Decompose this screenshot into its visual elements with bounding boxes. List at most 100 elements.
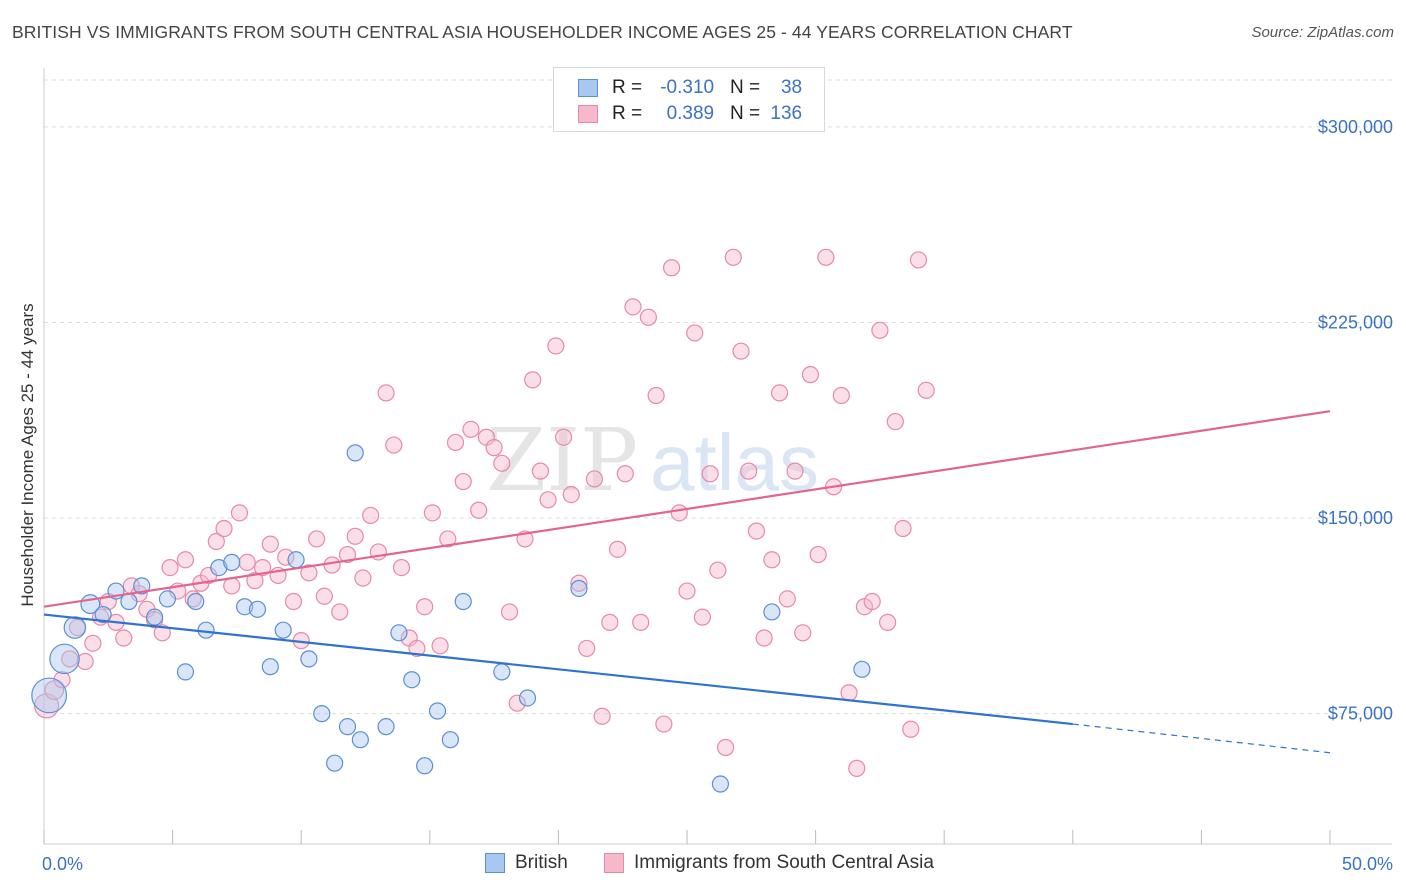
british-point: [454, 592, 472, 611]
immigrants-point: [809, 545, 827, 564]
immigrants-point: [678, 582, 696, 600]
chart-title: BRITISH VS IMMIGRANTS FROM SOUTH CENTRAL…: [12, 22, 1073, 42]
immigrants-point: [786, 462, 804, 480]
immigrants-point: [670, 504, 688, 522]
immigrants-point: [392, 559, 411, 577]
x-tick-label: 50.0%: [1342, 854, 1393, 874]
grid-lines: [44, 79, 1392, 715]
immigrants-point: [863, 592, 881, 611]
immigrants-point: [709, 561, 727, 579]
immigrants-point: [261, 535, 279, 553]
immigrants-point: [570, 574, 588, 592]
immigrants-point: [747, 522, 766, 540]
immigrants-point: [848, 759, 866, 777]
immigrants-point: [740, 462, 758, 480]
british-point: [223, 553, 241, 571]
n-value: 38: [780, 77, 803, 98]
immigrants-point: [763, 551, 781, 569]
immigrants-point: [770, 384, 789, 402]
legend-item-immigrants[interactable]: Immigrants from South Central Asia: [604, 852, 934, 874]
immigrants-point: [246, 572, 264, 590]
immigrants-point: [716, 738, 735, 757]
british-point: [31, 677, 68, 714]
british-point: [493, 663, 511, 681]
british-point: [338, 718, 357, 736]
british-point: [261, 658, 279, 676]
immigrants-point: [902, 720, 920, 738]
immigrants-point: [755, 629, 773, 647]
watermark-zip: ZIP: [486, 411, 638, 511]
legend-label: Immigrants from South Central Asia: [634, 852, 934, 873]
immigrants-point: [238, 553, 256, 571]
y-tick-label: $150,000: [1318, 508, 1393, 528]
british-point: [236, 598, 254, 616]
british-point: [351, 731, 369, 749]
immigrants-point: [470, 501, 488, 519]
legend-label: British: [515, 852, 568, 873]
immigrants-point: [662, 259, 681, 277]
r-value: 0.389: [666, 103, 715, 124]
chart-source: Source: ZipAtlas.com: [1251, 24, 1394, 41]
immigrants-point: [724, 248, 742, 266]
immigrants-point: [578, 639, 596, 658]
immigrants-point: [416, 598, 434, 616]
immigrants-point: [454, 472, 472, 491]
british-point: [120, 592, 138, 611]
british-points: [31, 444, 871, 793]
immigrants-point: [794, 624, 812, 642]
immigrants-point: [840, 684, 858, 702]
n-label: N =: [730, 77, 761, 98]
immigrants-point: [362, 506, 380, 525]
british-point: [441, 731, 459, 749]
immigrants-swatch: [604, 853, 624, 873]
immigrants-point: [524, 371, 542, 389]
immigrants-point: [354, 569, 372, 587]
y-tick-label: $75,000: [1328, 704, 1393, 724]
immigrants-point: [909, 251, 928, 269]
british-point: [763, 603, 781, 621]
immigrants-point: [377, 384, 395, 402]
british-point: [63, 616, 87, 639]
british-point: [313, 705, 331, 723]
immigrants-point: [230, 504, 249, 522]
immigrants-point: [886, 412, 904, 431]
immigrants-point: [508, 694, 526, 712]
stats-legend: R = -0.310 N = 38 R = 0.389 N = 136: [553, 67, 825, 132]
y-tick-label: $300,000: [1318, 117, 1393, 137]
immigrants-point: [115, 629, 133, 647]
r-label: R =: [612, 103, 643, 124]
immigrants-point: [215, 519, 233, 538]
british-trend-extension: [1072, 723, 1331, 754]
immigrants-point: [894, 519, 912, 538]
british-point: [187, 592, 205, 611]
immigrants-point: [593, 707, 611, 725]
series-legend: British Immigrants from South Central As…: [0, 852, 1406, 878]
n-value: 136: [770, 103, 803, 124]
r-value: -0.310: [660, 77, 715, 98]
british-point: [346, 444, 364, 462]
british-point: [49, 643, 80, 675]
immigrants-point: [554, 428, 573, 446]
british-point: [145, 608, 164, 626]
immigrants-point: [423, 504, 441, 522]
immigrants-point: [431, 637, 449, 655]
immigrants-point: [446, 433, 465, 452]
legend-row-british: R = -0.310 N = 38: [578, 76, 802, 100]
british-point: [416, 757, 434, 775]
immigrants-point: [639, 308, 658, 326]
x-tick-label: 0.0%: [42, 854, 83, 874]
immigrants-point: [184, 590, 202, 608]
immigrants-point: [500, 603, 519, 621]
british-point: [300, 650, 318, 668]
immigrants-point: [161, 559, 179, 577]
immigrants-point: [338, 545, 357, 564]
legend-item-british[interactable]: British: [485, 852, 568, 874]
immigrants-point: [223, 577, 241, 595]
immigrants-point: [531, 462, 549, 480]
immigrants-point: [385, 436, 403, 454]
british-swatch: [485, 853, 505, 873]
immigrants-point: [693, 608, 712, 626]
immigrants-point: [608, 540, 627, 558]
immigrants-point: [346, 527, 364, 545]
british-point: [853, 660, 871, 678]
